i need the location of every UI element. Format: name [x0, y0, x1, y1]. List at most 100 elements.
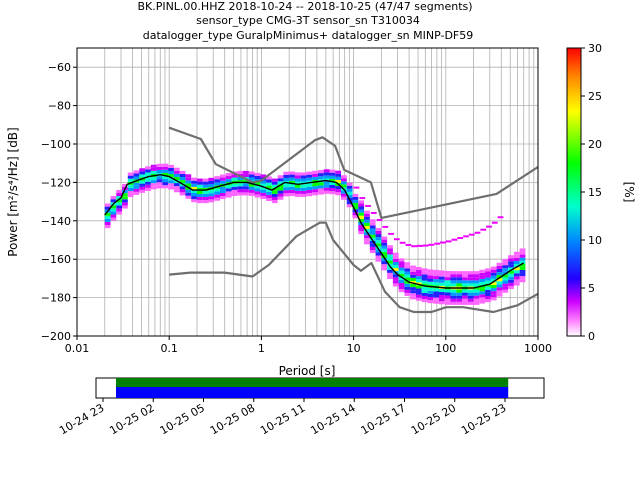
heatmap-cell [404, 286, 411, 290]
heatmap-cell [185, 174, 192, 178]
heatmap-cell [185, 189, 192, 193]
heatmap-cell [392, 252, 399, 256]
heatmap-cell [306, 174, 313, 178]
heatmap-cell [433, 288, 439, 292]
colorbar-gradient [566, 47, 582, 337]
y-tick-label: −80 [48, 100, 71, 113]
heatmap-cell [208, 196, 215, 200]
title-line-1: BK.PINL.00.HHZ 2018-10-24 -- 2018-10-25 … [137, 0, 472, 13]
heatmap-cell [456, 271, 463, 275]
y-axis-label: Power [m²/s⁴/Hz] [dB] [6, 127, 20, 256]
heatmap-cell [277, 184, 284, 188]
heatmap-cell [473, 271, 480, 275]
timeline-tick-label: 10-25 08 [208, 401, 257, 437]
heatmap-cell [162, 163, 169, 167]
heatmap-cell [202, 193, 209, 197]
heatmap-cell [438, 298, 445, 302]
heatmap-cell [335, 192, 342, 196]
heatmap-cell [502, 274, 509, 278]
heatmap-cell [133, 170, 140, 174]
heatmap-cell [323, 169, 330, 173]
heatmap-cell [214, 197, 221, 201]
heatmap-cell [364, 241, 370, 245]
heatmap-cell [474, 231, 481, 234]
heatmap-cell [375, 255, 382, 259]
heatmap-cell [479, 275, 486, 279]
heatmap-cell [341, 181, 347, 185]
heatmap-cell [490, 285, 497, 289]
heatmap-cell [519, 254, 526, 258]
heatmap-cell [364, 210, 370, 214]
heatmap-cell [462, 289, 468, 293]
heatmap-cell [266, 179, 272, 183]
heatmap-cell [375, 227, 382, 231]
heatmap-cell [208, 177, 215, 181]
heatmap-cell [162, 182, 169, 186]
heatmap-cell [387, 245, 393, 249]
heatmap-cell [191, 199, 197, 203]
heatmap-cell [427, 272, 434, 276]
plot-area: 0.01 0.1 1 10 100 1000 −60 −80 −100 −120 −140 −160… [6, 47, 552, 378]
heatmap-cell [404, 265, 411, 269]
heatmap-cell [376, 218, 383, 221]
heatmap-cell [231, 192, 238, 197]
heatmap-cell [496, 275, 503, 279]
heatmap-cell [271, 196, 278, 201]
heatmap-cell [473, 289, 480, 293]
heatmap-cell [196, 190, 203, 194]
heatmap-cell [358, 212, 365, 216]
heatmap-cell [352, 212, 359, 216]
heatmap-cell [335, 176, 342, 180]
heatmap-cell [502, 259, 509, 263]
heatmap-cell [485, 299, 491, 303]
heatmap-cell [415, 297, 422, 301]
heatmap-cell [513, 251, 520, 255]
heatmap-cell [116, 211, 123, 215]
heatmap-cell [450, 301, 457, 305]
heatmap-cell [375, 237, 382, 241]
heatmap-cell [162, 175, 169, 180]
heatmap-cell [352, 215, 359, 219]
heatmap-cell [387, 260, 393, 264]
heatmap-cell [156, 176, 163, 180]
heatmap-cell [451, 238, 458, 241]
heatmap-cell [243, 183, 249, 187]
heatmap-cell [438, 295, 445, 299]
heatmap-cell [312, 173, 318, 177]
heatmap-cell [480, 228, 487, 231]
heatmap-cell [312, 176, 318, 181]
heatmap-cell [410, 274, 416, 278]
heatmap-cell [323, 190, 330, 194]
heatmap-cell [341, 178, 347, 182]
heatmap-cell [266, 194, 272, 198]
heatmap-cell [346, 201, 353, 205]
heatmap-cell [427, 287, 434, 291]
heatmap-cell [145, 187, 151, 191]
heatmap-cell [329, 175, 336, 179]
heatmap-cell [191, 189, 197, 194]
heatmap-cell [156, 166, 163, 170]
heatmap-cell [450, 271, 457, 275]
heatmap-cell [346, 182, 353, 186]
heatmap-cell [358, 206, 365, 210]
heatmap-cell [260, 192, 267, 196]
heatmap-cell [116, 193, 123, 197]
heatmap-cell [225, 191, 232, 195]
heatmap-cell [312, 183, 318, 187]
heatmap-cell [329, 181, 336, 185]
heatmap-cell [490, 275, 497, 279]
heatmap-cell [387, 248, 393, 252]
heatmap-cell [467, 277, 474, 281]
heatmap-cell [139, 168, 146, 172]
heatmap-cell [352, 196, 359, 200]
heatmap-cell [196, 181, 203, 185]
heatmap-cell [496, 290, 503, 294]
heatmap-cell [462, 298, 468, 302]
heatmap-cell [404, 283, 411, 287]
colorbar-label: [%] [622, 182, 636, 203]
heatmap-cell [404, 292, 411, 296]
heatmap-cell [220, 189, 226, 193]
heatmap-cell [294, 172, 301, 176]
heatmap-cell [450, 274, 457, 278]
heatmap-cell [283, 193, 290, 197]
